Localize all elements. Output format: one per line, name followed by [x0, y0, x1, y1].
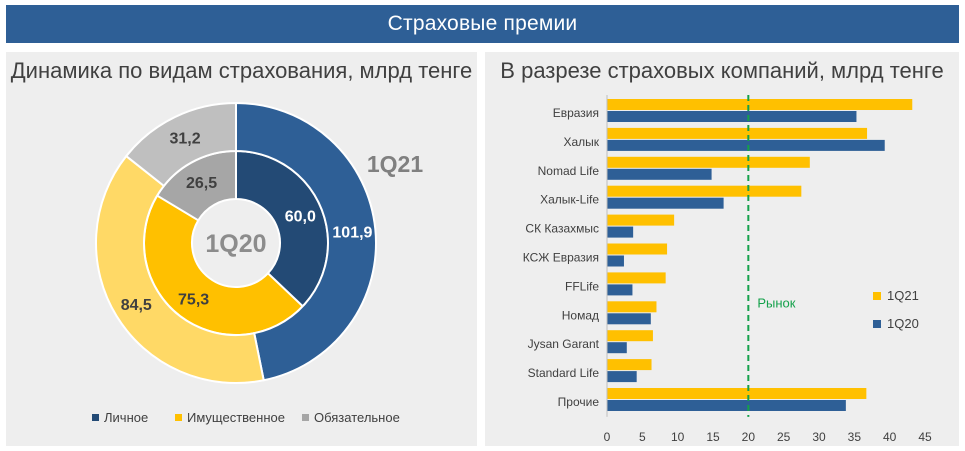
- legend-swatch-2: [302, 414, 309, 421]
- banner-title: Страховые премии: [387, 12, 578, 35]
- bar-1Q20-5: [607, 255, 624, 267]
- x-tick-1: 5: [639, 430, 646, 444]
- bar-1Q20-4: [607, 226, 634, 238]
- bar-1Q20-0: [607, 111, 857, 122]
- legend-label-0: Личное: [104, 410, 148, 425]
- donut-label-1Q21-0: 101,9: [332, 224, 372, 241]
- legend-label-1Q21: 1Q21: [887, 288, 919, 303]
- header-banner: Страховые премии: [6, 5, 959, 43]
- category-label-0: Евразия: [553, 106, 599, 120]
- donut-chart-title: Динамика по видам страхования, млрд тенг…: [10, 58, 473, 83]
- bar-1Q20-8: [607, 342, 627, 354]
- bar-1Q21-3: [607, 185, 802, 197]
- category-label-5: КСЖ Евразия: [523, 251, 599, 265]
- bar-chart: Евразия Халык Nomad Life Халык-Life СК Казах…: [523, 95, 932, 444]
- left-panel: Динамика по видам страхования, млрд тенг…: [6, 52, 477, 446]
- x-tick-3: 15: [706, 430, 720, 444]
- bar-1Q21-0: [607, 99, 913, 110]
- category-label-4: СК Казахмыс: [525, 222, 599, 236]
- donut-chart: 60,0 75,3 26,5 101,9 84,5 31,2 1Q20 1Q21 Личное И…: [92, 101, 423, 425]
- category-label-3: Халык-Life: [540, 193, 599, 207]
- donut-label-1Q20-0: 60,0: [285, 208, 316, 225]
- bar-1Q21-4: [607, 214, 675, 226]
- bar-1Q20-6: [607, 284, 633, 296]
- category-label-9: Standard Life: [528, 366, 600, 380]
- bar-1Q21-8: [607, 330, 653, 342]
- right-panel: В разрезе страховых компаний, млрд тенге…: [485, 52, 959, 446]
- x-tick-4: 20: [742, 430, 756, 444]
- x-tick-6: 30: [812, 430, 826, 444]
- x-tick-8: 40: [883, 430, 897, 444]
- bar-1Q20-9: [607, 371, 637, 383]
- bar-1Q21-10: [607, 388, 867, 399]
- category-label-8: Jysan Garant: [528, 337, 600, 351]
- bar-1Q21-9: [607, 359, 652, 371]
- donut-label-1Q21-1: 84,5: [121, 297, 152, 314]
- x-tick-5: 25: [777, 430, 791, 444]
- donut-slice-1Q21-2: [124, 101, 237, 188]
- legend-label-1Q20: 1Q20: [887, 316, 919, 331]
- x-tick-7: 35: [848, 430, 862, 444]
- bar-chart-title: В разрезе страховых компаний, млрд тенге: [500, 58, 944, 83]
- category-label-1: Халык: [563, 135, 599, 149]
- bar-1Q20-3: [607, 197, 724, 209]
- donut-slice-1Q21-1: [95, 154, 265, 384]
- bar-1Q20-2: [607, 168, 712, 180]
- bar-1Q21-2: [607, 156, 810, 168]
- x-tick-0: 0: [604, 430, 611, 444]
- bar-1Q21-6: [607, 272, 666, 284]
- bar-1Q20-7: [607, 313, 651, 325]
- bar-1Q20-1: [607, 139, 885, 151]
- category-label-7: Номад: [562, 308, 599, 322]
- legend-label-2: Обязательное: [314, 410, 400, 425]
- donut-label-1Q20-1: 75,3: [178, 292, 209, 309]
- bar-1Q21-1: [607, 127, 868, 139]
- donut-slice-1Q21-0: [235, 101, 377, 382]
- outer-ring-label: 1Q21: [367, 151, 423, 177]
- donut-label-1Q21-2: 31,2: [169, 131, 200, 148]
- inner-ring-label: 1Q20: [205, 230, 266, 258]
- donut-label-1Q20-2: 26,5: [186, 175, 217, 192]
- legend-label-1: Имущественное: [187, 410, 285, 425]
- legend-swatch-1Q21: [873, 292, 881, 300]
- x-tick-9: 45: [918, 430, 932, 444]
- legend-swatch-1Q20: [873, 320, 881, 328]
- category-label-6: FFLife: [565, 279, 599, 293]
- x-tick-2: 10: [671, 430, 685, 444]
- bar-1Q20-10: [607, 400, 846, 411]
- category-label-10: Прочие: [558, 395, 600, 409]
- market-reference-label: Рынок: [757, 296, 795, 311]
- category-label-2: Nomad Life: [538, 164, 600, 178]
- bar-1Q21-5: [607, 243, 668, 255]
- legend-swatch-0: [92, 414, 99, 421]
- legend-swatch-1: [175, 414, 182, 421]
- bar-1Q21-7: [607, 301, 657, 313]
